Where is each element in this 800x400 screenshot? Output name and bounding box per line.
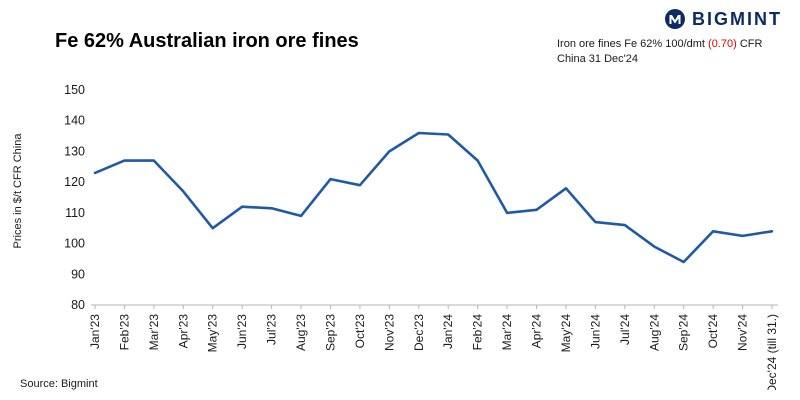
x-tick-label: Apr'23 xyxy=(176,314,190,349)
y-tick-label: 120 xyxy=(64,175,85,189)
price-series-line xyxy=(93,131,774,264)
chart-title: Fe 62% Australian iron ore fines xyxy=(55,30,359,52)
price-annotation: Iron ore fines Fe 62% 100/dmt (0.70) CFR… xyxy=(557,37,782,68)
x-tick-label: Jun'23 xyxy=(235,314,249,349)
x-tick-label: Feb'23 xyxy=(117,314,131,351)
x-tick-label: Sep'24 xyxy=(677,314,691,351)
bigmint-logo-icon xyxy=(665,9,685,29)
x-tick-label: Jul'23 xyxy=(265,314,279,345)
x-tick-label: Jul'24 xyxy=(618,314,632,345)
y-tick-label: 100 xyxy=(64,237,85,251)
x-tick-label: Nov'23 xyxy=(382,314,396,351)
x-tick-label: Dec'23 xyxy=(412,314,426,351)
x-tick-label: Aug'23 xyxy=(294,314,308,351)
x-tick-label: Jun'24 xyxy=(588,314,602,349)
x-tick-label: Apr'24 xyxy=(530,314,544,349)
x-tick-label: Mar'23 xyxy=(147,314,161,351)
x-tick-label: Jan'24 xyxy=(441,314,455,349)
annotation-suffix: CFR China 31 Dec'24 xyxy=(557,38,763,66)
x-tick-label: Aug'24 xyxy=(647,314,661,351)
x-tick-label: Jan'23 xyxy=(88,314,102,349)
y-tick-label: 80 xyxy=(71,298,85,312)
annotation-change-value: (0.70) xyxy=(708,38,737,50)
price-line-chart: 80 90 100 110 120 130 140 150 Jan'23 Feb'23 Mar'23… xyxy=(64,83,779,390)
annotation-prefix: Iron ore fines Fe 62% 100/dmt xyxy=(557,38,709,50)
source-note: Source: Bigmint xyxy=(20,378,98,390)
y-tick-label: 140 xyxy=(64,114,85,128)
x-tick-label: Nov'24 xyxy=(736,314,750,351)
x-tick-label: May'23 xyxy=(206,314,220,353)
x-tick-label: Oct'23 xyxy=(353,314,367,349)
y-tick-label: 130 xyxy=(64,144,85,158)
x-tick-label: Dec'24 (till 31.) xyxy=(765,314,779,390)
x-tick-label: Sep'23 xyxy=(323,314,337,351)
x-tick-label: Feb'24 xyxy=(471,314,485,351)
x-tick-label: Oct'24 xyxy=(706,314,720,349)
y-tick-label: 110 xyxy=(65,206,85,220)
x-tick-label: May'24 xyxy=(559,314,573,353)
y-tick-label: 90 xyxy=(71,267,85,281)
y-tick-label: 150 xyxy=(64,83,85,97)
bigmint-logo-text: BIGMINT xyxy=(692,8,782,29)
x-tick-label: Mar'24 xyxy=(500,314,514,351)
bigmint-logo: BIGMINT xyxy=(664,8,782,30)
